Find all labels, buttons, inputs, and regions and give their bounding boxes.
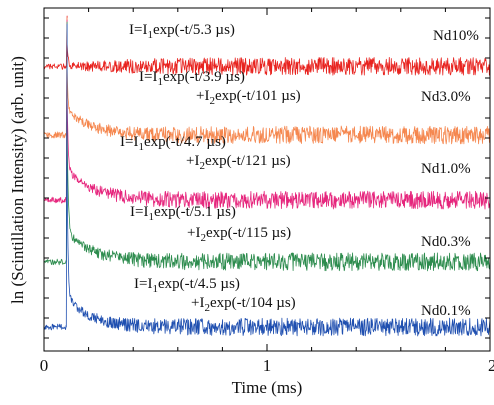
series-label-Nd0.1%: Nd0.1% [421, 303, 471, 319]
fit-equation-Nd1.0%-1: I=I1exp(-t/4.7 µs) [120, 134, 226, 153]
fit-equation-Nd3.0%-1: I=I1exp(-t/3.9 µs) [139, 69, 245, 88]
decay-traces [43, 15, 491, 337]
trace-Nd0.3% [43, 21, 491, 272]
trace-Nd10% [43, 15, 491, 76]
y-axis-label: ln (Scintillation Intensity) (arb. unit) [8, 56, 27, 304]
x-axis-label: Time (ms) [232, 378, 303, 397]
trace-Nd3.0% [43, 17, 491, 145]
fit-equation-Nd0.3%-2: +I2exp(-t/115 µs) [187, 225, 291, 244]
fit-equation-Nd0.1%-1: I=I1exp(-t/4.5 µs) [134, 276, 240, 295]
series-label-Nd1.0%: Nd1.0% [421, 161, 471, 177]
x-tick-label-1: 1 [263, 356, 272, 375]
axis-ticks: 0 1 2 [40, 8, 494, 375]
series-label-Nd0.3%: Nd0.3% [421, 234, 471, 250]
x-tick-label-2: 2 [488, 356, 494, 375]
fit-equation-Nd0.3%-1: I=I1exp(-t/5.1 µs) [130, 204, 236, 223]
series-label-Nd10%: Nd10% [433, 28, 479, 44]
fit-equation-Nd1.0%-2: +I2exp(-t/121 µs) [186, 153, 291, 172]
trace-Nd1.0% [43, 19, 491, 210]
fit-equation-Nd10%-1: I=I1exp(-t/5.3 µs) [129, 22, 235, 41]
x-tick-label-0: 0 [40, 356, 49, 375]
fit-equation-Nd0.1%-2: +I2exp(-t/104 µs) [191, 295, 296, 314]
series-annotations: I=I1exp(-t/5.3 µs) Nd10% I=I1exp(-t/3.9 µs… [120, 22, 479, 319]
fit-equation-Nd3.0%-2: +I2exp(-t/101 µs) [196, 88, 301, 107]
series-label-Nd3.0%: Nd3.0% [421, 89, 471, 105]
trace-Nd0.1% [43, 23, 491, 337]
